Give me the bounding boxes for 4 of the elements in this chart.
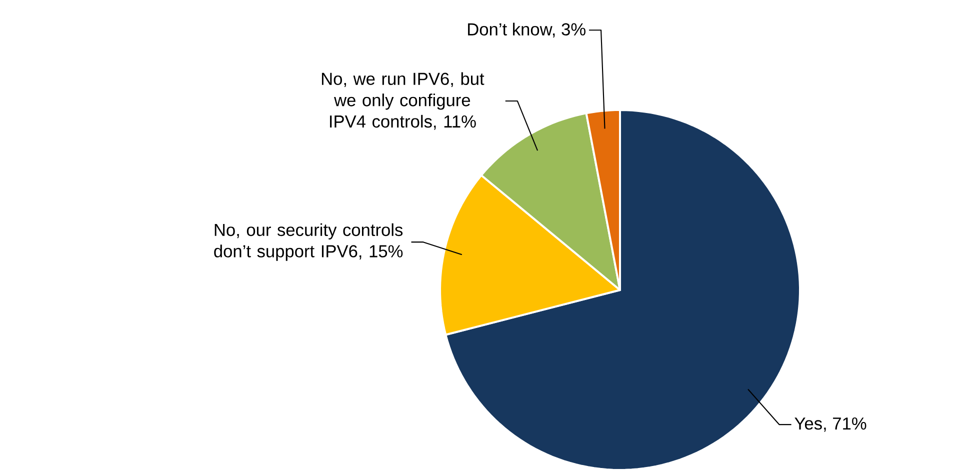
slice-label: No, we run IPV6, but we only configure IPV4 controls, 11% [322, 72, 484, 130]
slice-label: Don’t know, 3% [468, 22, 586, 38]
slice-label: No, our security controls don’t support IPV6, 15% [214, 223, 403, 261]
slice-label: Yes, 71% [794, 417, 866, 432]
